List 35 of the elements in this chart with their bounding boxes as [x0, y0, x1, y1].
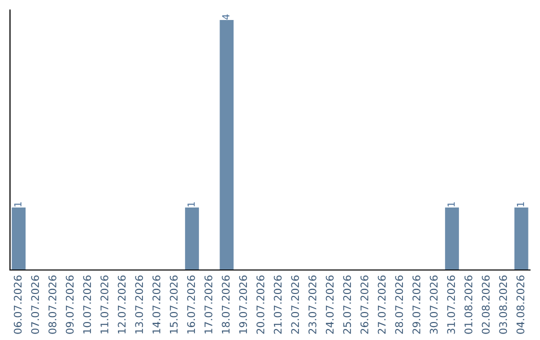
x-tick-label: 09.07.2026	[66, 276, 74, 334]
x-tick-label: 25.07.2026	[343, 276, 352, 334]
x-tick-label: 26.07.2026	[360, 276, 368, 334]
x-tick-label: 14.07.2026	[152, 276, 160, 334]
x-tick-label: 29.07.2026	[412, 276, 420, 334]
x-tick-label: 13.07.2026	[135, 276, 144, 334]
data-label: 1	[188, 202, 195, 206]
x-tick-label: 19.07.2026	[239, 276, 248, 334]
x-tick-label: 06.07.2026	[14, 276, 22, 334]
x-tick-label: 17.07.2026	[204, 276, 212, 334]
x-tick-label: 31.07.2026	[447, 276, 456, 334]
x-tick-label: 08.07.2026	[48, 276, 56, 334]
data-label: 1	[516, 202, 524, 206]
x-tick-label: 28.07.2026	[395, 276, 404, 334]
x-tick-label: 03.08.2026	[499, 276, 508, 334]
x-tick-label: 16.07.2026	[187, 276, 196, 334]
x-tick-label: 07.07.2026	[31, 276, 40, 334]
x-tick-label: 04.08.2026	[516, 276, 524, 334]
x-tick-label: 12.07.2026	[118, 276, 126, 334]
x-tick-label: 21.07.2026	[274, 276, 282, 334]
x-tick-label: 01.08.2026	[464, 276, 472, 334]
data-label: 4	[222, 14, 230, 20]
x-tick-label: 24.07.2026	[326, 276, 334, 334]
data-label: 1	[14, 202, 22, 206]
x-tick-label: 15.07.2026	[170, 276, 178, 334]
x-tick-label: 02.08.2026	[482, 276, 490, 334]
x-tick-label: 22.07.2026	[291, 276, 300, 334]
x-tick-label: 20.07.2026	[256, 276, 264, 334]
x-tick-label: 23.07.2026	[308, 276, 316, 334]
x-tick-label: 10.07.2026	[83, 276, 92, 334]
x-tick-label: 18.07.2026	[222, 276, 230, 334]
data-label: 1	[448, 202, 455, 206]
x-tick-label: 27.07.2026	[378, 276, 386, 334]
x-tick-label: 30.07.2026	[430, 276, 438, 334]
x-tick-label: 11.07.2026	[100, 276, 108, 334]
